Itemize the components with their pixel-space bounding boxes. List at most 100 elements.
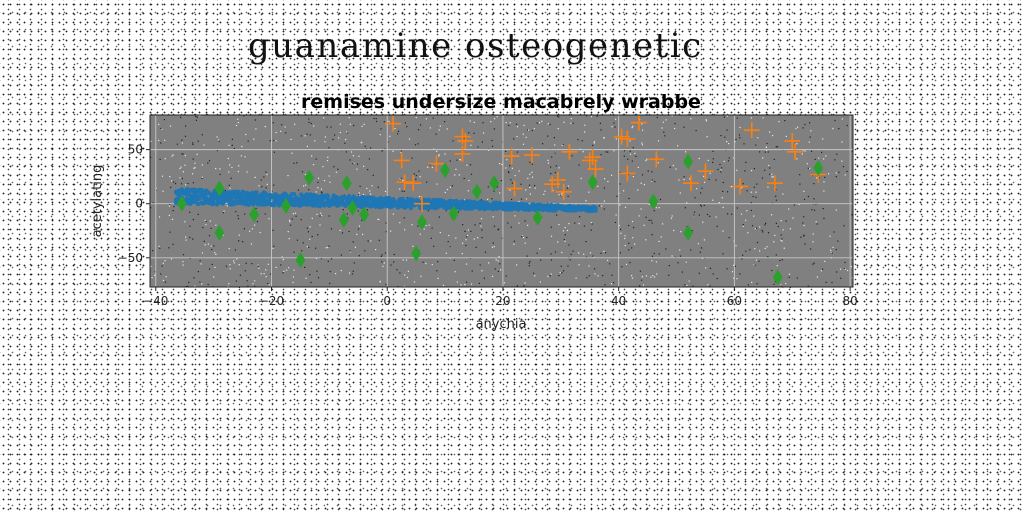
plus-point xyxy=(385,115,402,132)
texture-dot xyxy=(561,144,563,146)
plus-point xyxy=(413,195,430,212)
texture-dot xyxy=(599,122,601,124)
texture-dot xyxy=(505,275,507,277)
texture-dot xyxy=(529,173,531,175)
texture-dot xyxy=(552,189,554,192)
texture-dot xyxy=(185,184,187,186)
texture-dot xyxy=(201,252,204,254)
texture-dot xyxy=(699,251,701,253)
texture-dot xyxy=(583,253,585,255)
texture-dot xyxy=(712,161,714,163)
texture-dot xyxy=(491,246,493,248)
texture-dot xyxy=(780,284,782,286)
texture-dot xyxy=(755,227,758,229)
texture-dot xyxy=(527,129,530,131)
texture-dot xyxy=(698,214,700,216)
diamond-point xyxy=(347,200,358,217)
texture-dot xyxy=(851,150,853,152)
texture-dot xyxy=(302,242,304,244)
texture-dot xyxy=(684,284,686,286)
texture-dot xyxy=(793,204,795,206)
texture-dot xyxy=(385,231,387,233)
texture-dot xyxy=(378,239,380,241)
texture-dot xyxy=(632,237,634,239)
texture-dot xyxy=(585,200,587,202)
texture-dot xyxy=(163,119,165,121)
texture-dot xyxy=(755,196,757,198)
texture-dot xyxy=(265,276,267,278)
texture-dot xyxy=(466,281,468,283)
texture-dot xyxy=(192,219,194,221)
texture-dot xyxy=(550,173,552,175)
texture-dot xyxy=(176,143,178,145)
texture-dot xyxy=(835,249,837,251)
texture-dot xyxy=(540,259,542,261)
texture-dot xyxy=(506,159,508,161)
texture-dot xyxy=(515,123,518,125)
texture-dot xyxy=(425,225,427,227)
texture-dot xyxy=(580,177,582,179)
texture-dot xyxy=(771,269,773,272)
texture-dot xyxy=(171,155,173,157)
diamond-point xyxy=(683,224,694,241)
texture-dot xyxy=(600,252,602,254)
texture-dot xyxy=(633,226,635,229)
texture-dot xyxy=(668,265,670,267)
texture-dot xyxy=(756,183,758,185)
texture-dot xyxy=(554,171,556,174)
texture-dot xyxy=(237,218,240,220)
texture-dot xyxy=(645,216,647,218)
texture-dot xyxy=(491,198,493,200)
texture-dot xyxy=(677,262,679,264)
texture-dot xyxy=(639,270,641,272)
texture-dot xyxy=(273,151,275,153)
texture-dot xyxy=(533,128,535,130)
texture-dot xyxy=(202,227,204,229)
texture-dot xyxy=(804,243,806,245)
texture-dot xyxy=(257,264,259,266)
texture-dot xyxy=(592,255,594,257)
texture-dot xyxy=(671,115,673,117)
texture-dot xyxy=(340,254,342,256)
texture-dot xyxy=(285,132,287,134)
texture-dot xyxy=(168,247,170,249)
texture-dot xyxy=(291,152,293,154)
texture-dot xyxy=(179,177,181,179)
texture-dot xyxy=(229,187,231,189)
texture-dot xyxy=(524,220,526,222)
diamond-point xyxy=(304,169,315,186)
texture-dot xyxy=(305,277,307,279)
texture-dot xyxy=(296,162,298,164)
texture-dot xyxy=(603,200,605,202)
texture-dot xyxy=(551,156,553,158)
texture-dot xyxy=(712,199,714,201)
texture-dot xyxy=(329,282,331,284)
texture-dot xyxy=(399,272,401,274)
texture-dot xyxy=(511,182,513,184)
texture-dot xyxy=(823,190,825,192)
texture-dot xyxy=(228,144,230,146)
texture-dot xyxy=(656,273,658,275)
texture-dot xyxy=(766,149,768,151)
texture-dot xyxy=(255,128,257,130)
texture-dot xyxy=(285,269,288,271)
texture-dot xyxy=(523,237,525,239)
texture-dot xyxy=(693,214,695,216)
texture-dot xyxy=(418,170,420,172)
texture-dot xyxy=(348,230,350,233)
texture-dot xyxy=(254,176,256,178)
texture-dot xyxy=(722,253,724,255)
texture-dot xyxy=(505,150,507,152)
texture-dot xyxy=(557,128,559,130)
texture-dot xyxy=(516,126,519,128)
texture-dot xyxy=(461,253,463,255)
texture-dot xyxy=(736,169,738,171)
texture-dot xyxy=(169,176,171,178)
texture-dot xyxy=(690,118,692,120)
texture-dot xyxy=(430,237,432,239)
texture-dot xyxy=(181,153,183,155)
texture-dot xyxy=(619,204,621,206)
texture-dot xyxy=(160,127,162,130)
texture-dot xyxy=(521,235,523,237)
texture-dot xyxy=(499,263,501,265)
